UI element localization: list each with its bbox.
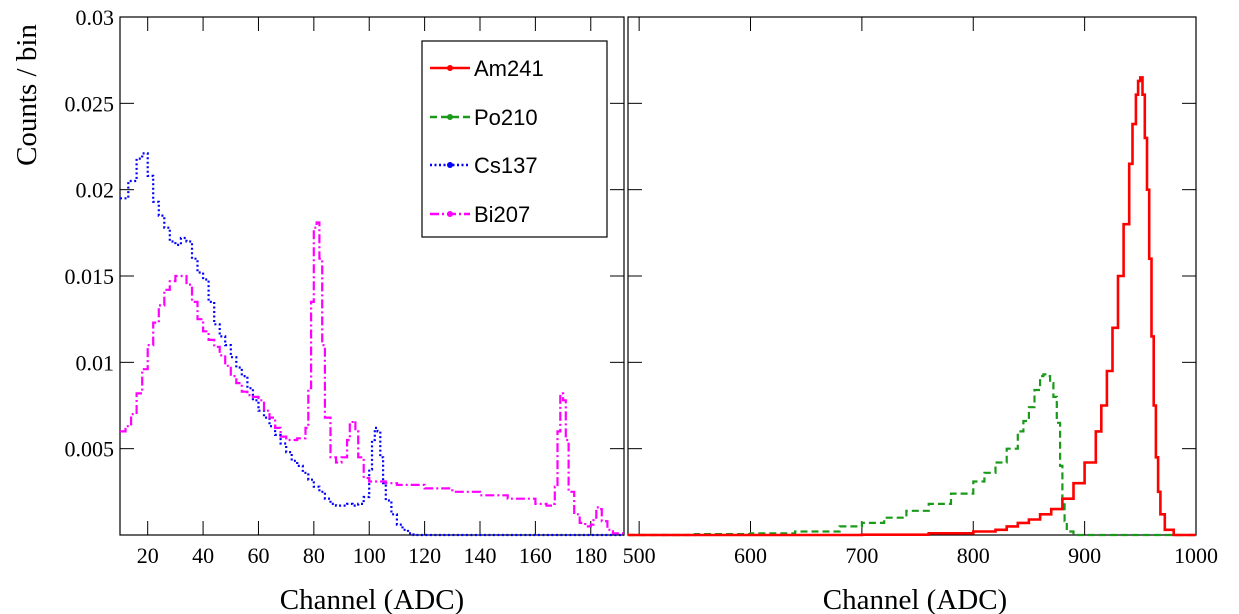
left-x-tick-label: 20 (137, 543, 159, 568)
left-x-tick-label: 140 (464, 543, 497, 568)
left-x-tick-label: 100 (353, 543, 386, 568)
right-panel: 500 600 700 800 900 1000 (623, 16, 1218, 568)
left-x-tick-label: 160 (519, 543, 552, 568)
left-x-axis-title: Channel (ADC) (280, 584, 464, 614)
legend: Am241 Po210 Cs137 Bi207 (421, 40, 608, 238)
left-y-tick-label: 0.015 (65, 264, 115, 289)
series-cs137-line (120, 152, 624, 537)
legend-label-po210: Po210 (474, 105, 538, 130)
legend-label-bi207: Bi207 (474, 202, 530, 227)
legend-label-am241: Am241 (474, 56, 544, 81)
legend-entry-am241: Am241 (430, 56, 544, 81)
legend-box (421, 40, 608, 238)
left-x-tick-label: 60 (247, 543, 269, 568)
left-x-tick-label: 180 (574, 543, 607, 568)
legend-entry-po210: Po210 (430, 105, 538, 130)
left-y-tick-label: 0.01 (76, 350, 115, 375)
right-x-tick-label: 1000 (1174, 543, 1218, 568)
legend-marker-cs137 (447, 162, 453, 168)
right-x-tick-label: 600 (734, 543, 767, 568)
legend-entry-cs137: Cs137 (430, 153, 538, 178)
right-x-tick-label: 800 (957, 543, 990, 568)
right-x-axis-title: Channel (ADC) (823, 584, 1007, 614)
left-y-tick-label: 0.02 (76, 178, 115, 203)
right-x-tick-label: 900 (1068, 543, 1101, 568)
left-y-tick-label: 0.03 (76, 5, 115, 30)
legend-label-cs137: Cs137 (474, 153, 538, 178)
left-y-tick-label: 0.005 (65, 437, 115, 462)
left-x-tick-label: 40 (192, 543, 214, 568)
left-x-tick-label: 120 (408, 543, 441, 568)
right-x-tick-label: 500 (623, 543, 656, 568)
left-panel: 20 40 60 80 100 120 140 160 180 0.005 0.01 0.015 0.0… (65, 5, 626, 568)
legend-marker-po210 (447, 114, 453, 120)
left-y-tick-label: 0.025 (65, 91, 115, 116)
legend-marker-bi207 (447, 211, 453, 217)
legend-marker-am241 (447, 65, 453, 71)
right-x-tick-label: 700 (845, 543, 878, 568)
legend-entry-bi207: Bi207 (430, 202, 530, 227)
series-po210-line (628, 373, 1196, 537)
right-plot-frame (627, 16, 1197, 536)
series-bi207-line (120, 221, 626, 535)
left-x-tick-label: 80 (303, 543, 325, 568)
series-am241-line (628, 76, 1196, 537)
left-y-axis-title: Counts / bin (11, 24, 43, 166)
